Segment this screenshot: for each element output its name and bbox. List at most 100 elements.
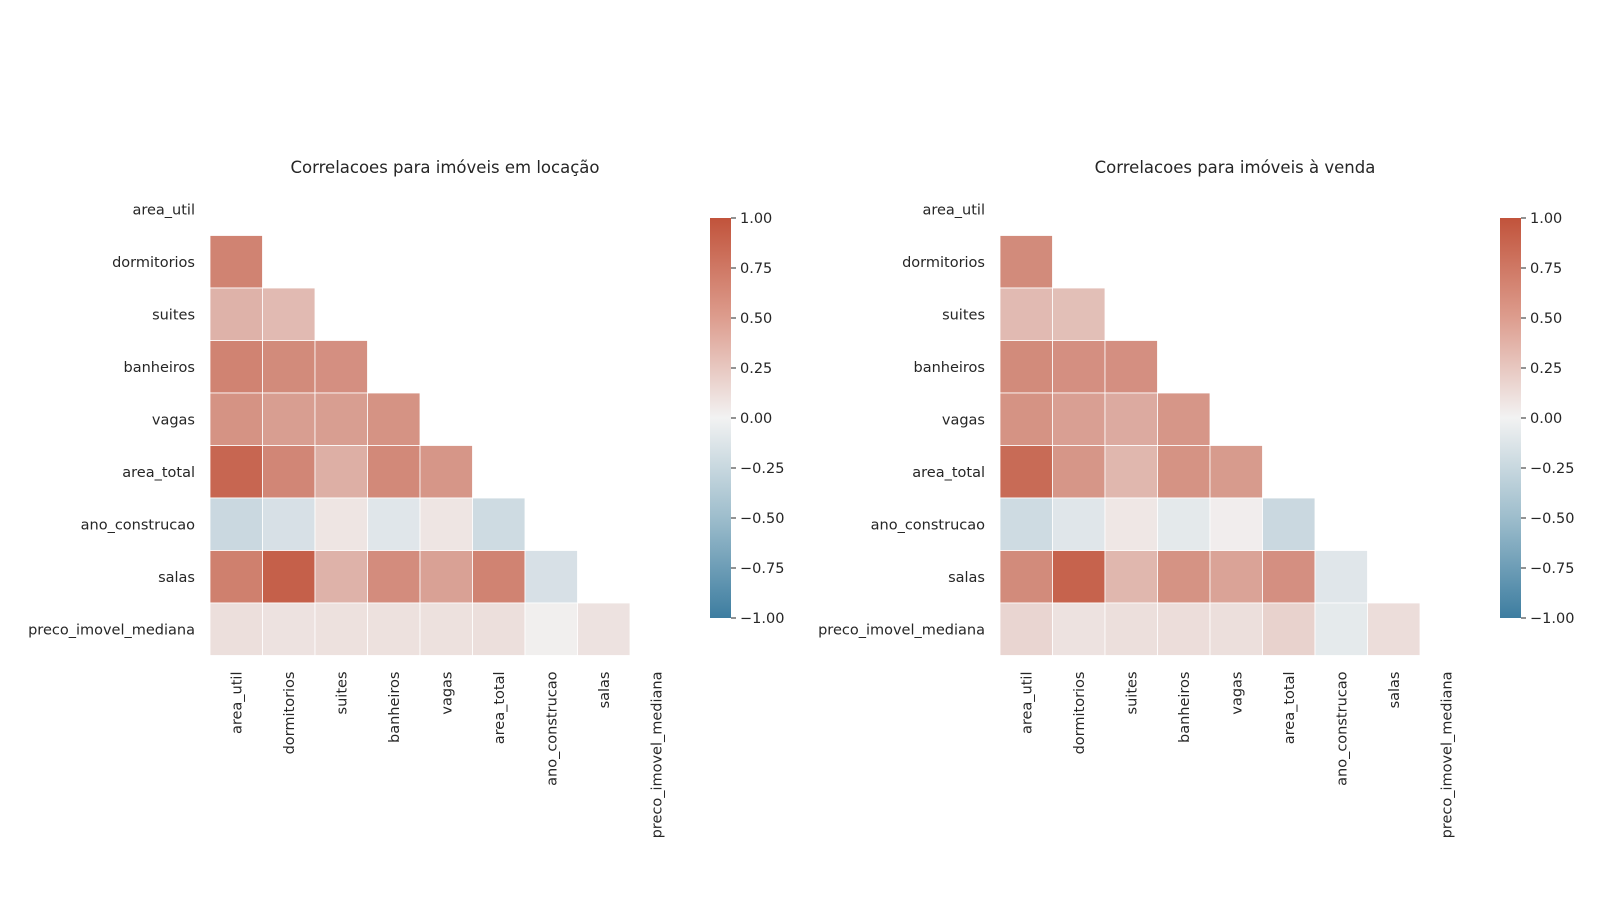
col-tick-label: dormitorios bbox=[1072, 672, 1088, 755]
row-tick-label: dormitorios bbox=[112, 255, 195, 271]
row-tick-label: suites bbox=[152, 307, 195, 323]
colorbar-tick-label: 1.00 bbox=[1530, 211, 1562, 227]
heatmap-cell bbox=[1052, 340, 1106, 394]
heatmap-cell bbox=[1104, 392, 1158, 446]
col-tick-label: vagas bbox=[439, 672, 455, 715]
colorbar-rent: 1.00 0.75 0.50 0.25 0.00 −0.25 −0.50 −0.75 −1.00 bbox=[710, 211, 784, 627]
heatmap-sale-col-labels: area_util dormitorios suites banheiros vagas… bbox=[1019, 671, 1455, 838]
col-tick-label: ano_construcao bbox=[544, 671, 560, 785]
heatmap-cell bbox=[1262, 550, 1316, 604]
heatmap-cell bbox=[1157, 550, 1211, 604]
heatmap-cell bbox=[419, 497, 473, 551]
heatmap-cell bbox=[999, 392, 1053, 446]
colorbar-tick-label: −0.50 bbox=[740, 511, 784, 527]
row-tick-label: salas bbox=[158, 570, 195, 586]
heatmap-cell bbox=[262, 392, 316, 446]
heatmap-cell bbox=[1052, 497, 1106, 551]
heatmap-cell bbox=[209, 235, 263, 289]
row-tick-label: dormitorios bbox=[902, 255, 985, 271]
heatmap-cell bbox=[1157, 445, 1211, 499]
colorbar-tick-label: 0.00 bbox=[1530, 411, 1562, 427]
colorbar-rent-ticks: 1.00 0.75 0.50 0.25 0.00 −0.25 −0.50 −0.75 −1.00 bbox=[731, 211, 784, 627]
heatmap-cell bbox=[577, 602, 631, 656]
heatmap-cell bbox=[1052, 392, 1106, 446]
colorbar-tick-label: −1.00 bbox=[1530, 611, 1574, 627]
heatmap-cell bbox=[314, 602, 368, 656]
col-tick-label: area_util bbox=[1019, 672, 1035, 735]
heatmap-cell bbox=[1367, 602, 1421, 656]
colorbar-tick-label: 0.00 bbox=[740, 411, 772, 427]
colorbar-tick-label: −0.75 bbox=[740, 561, 784, 577]
colorbar-sale: 1.00 0.75 0.50 0.25 0.00 −0.25 −0.50 −0.75 −1.00 bbox=[1500, 211, 1574, 627]
row-tick-label: salas bbox=[948, 570, 985, 586]
heatmap-cell bbox=[1314, 602, 1368, 656]
col-tick-label: area_util bbox=[229, 672, 245, 735]
colorbar-tick-label: 1.00 bbox=[740, 211, 772, 227]
col-tick-label: dormitorios bbox=[282, 672, 298, 755]
heatmap-cell bbox=[524, 550, 578, 604]
colorbar-tick-label: 0.50 bbox=[1530, 311, 1562, 327]
heatmap-cell bbox=[209, 340, 263, 394]
heatmap-cell bbox=[524, 602, 578, 656]
heatmap-cell bbox=[1052, 445, 1106, 499]
heatmap-cell bbox=[314, 392, 368, 446]
row-tick-label: banheiros bbox=[124, 360, 196, 376]
colorbar-sale-ticks: 1.00 0.75 0.50 0.25 0.00 −0.25 −0.50 −0.75 −1.00 bbox=[1521, 211, 1574, 627]
heatmap-cell bbox=[1157, 497, 1211, 551]
heatmap-cell bbox=[314, 340, 368, 394]
heatmap-cell bbox=[419, 602, 473, 656]
row-tick-label: banheiros bbox=[914, 360, 986, 376]
row-tick-label: area_util bbox=[922, 202, 985, 218]
heatmap-cell bbox=[1157, 602, 1211, 656]
heatmap-cell bbox=[1104, 550, 1158, 604]
heatmap-cell bbox=[314, 445, 368, 499]
heatmap-rent-col-labels: area_util dormitorios suites banheiros vagas… bbox=[229, 671, 665, 838]
heatmap-cell bbox=[209, 287, 263, 341]
heatmap-cell bbox=[999, 287, 1053, 341]
colorbar-tick-label: −0.25 bbox=[1530, 461, 1574, 477]
row-tick-label: ano_construcao bbox=[871, 517, 985, 533]
heatmap-cell bbox=[367, 602, 421, 656]
heatmap-cell bbox=[419, 550, 473, 604]
heatmap-cell bbox=[262, 340, 316, 394]
colorbar-tick-label: 0.50 bbox=[740, 311, 772, 327]
row-tick-label: area_total bbox=[912, 465, 985, 481]
heatmap-cell bbox=[472, 602, 526, 656]
heatmap-cell bbox=[1104, 340, 1158, 394]
heatmap-cell bbox=[209, 392, 263, 446]
heatmap-rent-title: Correlacoes para imóveis em locação bbox=[291, 158, 600, 177]
heatmap-cell bbox=[1157, 392, 1211, 446]
col-tick-label: salas bbox=[1387, 672, 1403, 709]
heatmap-rent-row-labels: area_util dormitorios suites banheiros vagas… bbox=[28, 202, 195, 638]
col-tick-label: suites bbox=[334, 672, 350, 715]
heatmap-cell bbox=[209, 445, 263, 499]
heatmap-cell bbox=[1314, 550, 1368, 604]
heatmap-cell bbox=[209, 602, 263, 656]
heatmap-cell bbox=[1052, 602, 1106, 656]
row-tick-label: preco_imovel_mediana bbox=[28, 622, 195, 638]
heatmap-cell bbox=[262, 287, 316, 341]
heatmap-cell bbox=[999, 550, 1053, 604]
colorbar-tick-label: −1.00 bbox=[740, 611, 784, 627]
col-tick-label: banheiros bbox=[387, 672, 403, 744]
heatmap-rent: Correlacoes para imóveis em locação area… bbox=[28, 158, 665, 838]
heatmap-cell bbox=[1209, 550, 1263, 604]
heatmap-sale-cells bbox=[999, 235, 1421, 656]
row-tick-label: ano_construcao bbox=[81, 517, 195, 533]
heatmap-cell bbox=[262, 550, 316, 604]
heatmap-cell bbox=[999, 497, 1053, 551]
heatmap-cell bbox=[262, 445, 316, 499]
heatmap-cell bbox=[262, 497, 316, 551]
heatmap-sale-row-labels: area_util dormitorios suites banheiros vagas… bbox=[818, 202, 985, 638]
colorbar-tick-label: 0.25 bbox=[740, 361, 772, 377]
colorbar-tick-label: −0.25 bbox=[740, 461, 784, 477]
heatmap-cell bbox=[1052, 287, 1106, 341]
heatmap-cell bbox=[1104, 602, 1158, 656]
heatmap-cell bbox=[209, 497, 263, 551]
heatmap-cell bbox=[1209, 445, 1263, 499]
colorbar-sale-gradient bbox=[1500, 218, 1521, 618]
col-tick-label: suites bbox=[1124, 672, 1140, 715]
heatmap-cell bbox=[419, 445, 473, 499]
heatmap-cell bbox=[367, 550, 421, 604]
